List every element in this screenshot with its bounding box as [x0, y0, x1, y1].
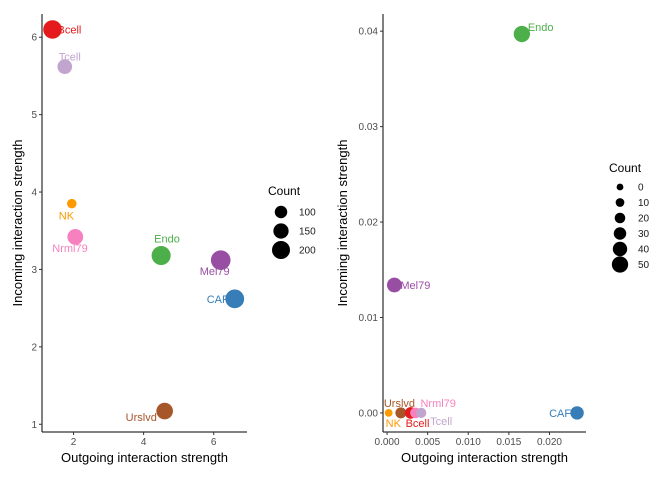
y-tick-label: 5: [31, 110, 37, 121]
point-label-mel79: Mel79: [400, 280, 430, 292]
legend-title: Count: [609, 161, 642, 175]
data-point-endo: [513, 25, 531, 43]
data-point-urslvd: [156, 402, 173, 420]
x-tick-label: 2: [71, 437, 77, 448]
data-point-nk: [67, 198, 77, 209]
point-label-bcell: Bcell: [58, 24, 82, 36]
legend-size-key: [612, 241, 628, 257]
y-tick-label: 2: [31, 342, 37, 353]
data-point-tcell: [57, 59, 73, 74]
point-label-bcell: Bcell: [406, 418, 430, 430]
y-tick-label: 4: [31, 188, 37, 199]
y-tick-label: 0.04: [359, 27, 379, 38]
data-point-caf: [570, 406, 584, 420]
legend-size-label: 20: [638, 214, 650, 225]
legend-size-key: [611, 256, 629, 273]
point-label-tcell: Tcell: [430, 416, 452, 428]
legend-size-label: 10: [638, 198, 650, 209]
y-tick-label: 0.00: [359, 408, 379, 419]
x-tick-label: 4: [141, 437, 147, 448]
legend-size-key: [274, 205, 288, 219]
y-tick-label: 0.03: [359, 122, 379, 133]
x-axis-title: Outgoing interaction strength: [401, 450, 568, 465]
point-label-endo: Endo: [528, 22, 554, 34]
x-tick-label: 0.020: [537, 437, 562, 448]
y-axis-title: Incoming interaction strength: [335, 140, 350, 307]
point-label-nrml79: Nrml79: [420, 398, 455, 410]
data-point-urslvd: [395, 407, 407, 419]
legend-size-label: 150: [299, 227, 316, 238]
data-point-nk: [384, 409, 393, 417]
size-legend: Count 0 10 20 30 40 50: [609, 161, 650, 273]
point-label-nrml79: Nrml79: [52, 243, 87, 255]
legend-title: Count: [268, 184, 301, 198]
y-tick-label: 0.02: [359, 218, 379, 229]
legend-size-key: [614, 212, 626, 224]
data-point-mel79: [210, 250, 231, 270]
data-point-tcell: [416, 407, 427, 419]
legend-size-label: 200: [299, 246, 316, 257]
data-point-nrml79: [67, 229, 84, 245]
y-tick-label: 6: [31, 33, 37, 44]
x-axis-title: Outgoing interaction strength: [61, 450, 228, 465]
y-tick-label: 1: [31, 420, 37, 431]
point-label-urslvd: Urslvd: [384, 398, 415, 410]
point-label-urslvd: Urslvd: [126, 412, 157, 424]
legend-size-key: [272, 241, 290, 259]
data-point-mel79: [386, 277, 402, 293]
size-legend: Count 100 150 200: [268, 184, 316, 259]
legend-size-label: 50: [638, 260, 650, 271]
x-tick-label: 0.000: [375, 437, 400, 448]
x-tick-label: 0.005: [415, 437, 440, 448]
legend-size-key: [613, 227, 627, 240]
y-tick-label: 3: [31, 265, 37, 276]
point-label-mel79: Mel79: [200, 266, 230, 278]
legend-size-key: [616, 183, 624, 191]
chart-panel-2: 0.000 0.005 0.010 0.015 0.020 0.00 0.01 0.02 0.0…: [335, 14, 650, 465]
chart-panel-1: 2 4 6 1 2 3 4 5 6 Outgoing interaction strength In…: [10, 14, 316, 465]
point-label-endo: Endo: [154, 234, 180, 246]
y-tick-label: 0.01: [359, 313, 379, 324]
data-point-caf: [225, 289, 245, 309]
legend-size-label: 30: [638, 229, 650, 240]
point-label-nk: NK: [59, 211, 75, 223]
legend-size-label: 100: [299, 208, 316, 219]
point-label-caf: CAF: [549, 408, 571, 420]
x-tick-label: 0.010: [456, 437, 481, 448]
legend-size-label: 40: [638, 245, 650, 256]
point-label-nk: NK: [386, 418, 402, 430]
data-point-bcell: [43, 20, 62, 39]
point-label-caf: CAF: [207, 294, 229, 306]
data-point-endo: [151, 245, 171, 266]
legend-size-label: 0: [638, 183, 644, 194]
legend-size-key: [615, 198, 625, 207]
legend-size-key: [273, 223, 289, 239]
point-label-tcell: Tcell: [59, 52, 81, 64]
x-tick-label: 6: [211, 437, 217, 448]
x-tick-label: 0.015: [496, 437, 521, 448]
y-axis-title: Incoming interaction strength: [10, 140, 25, 307]
